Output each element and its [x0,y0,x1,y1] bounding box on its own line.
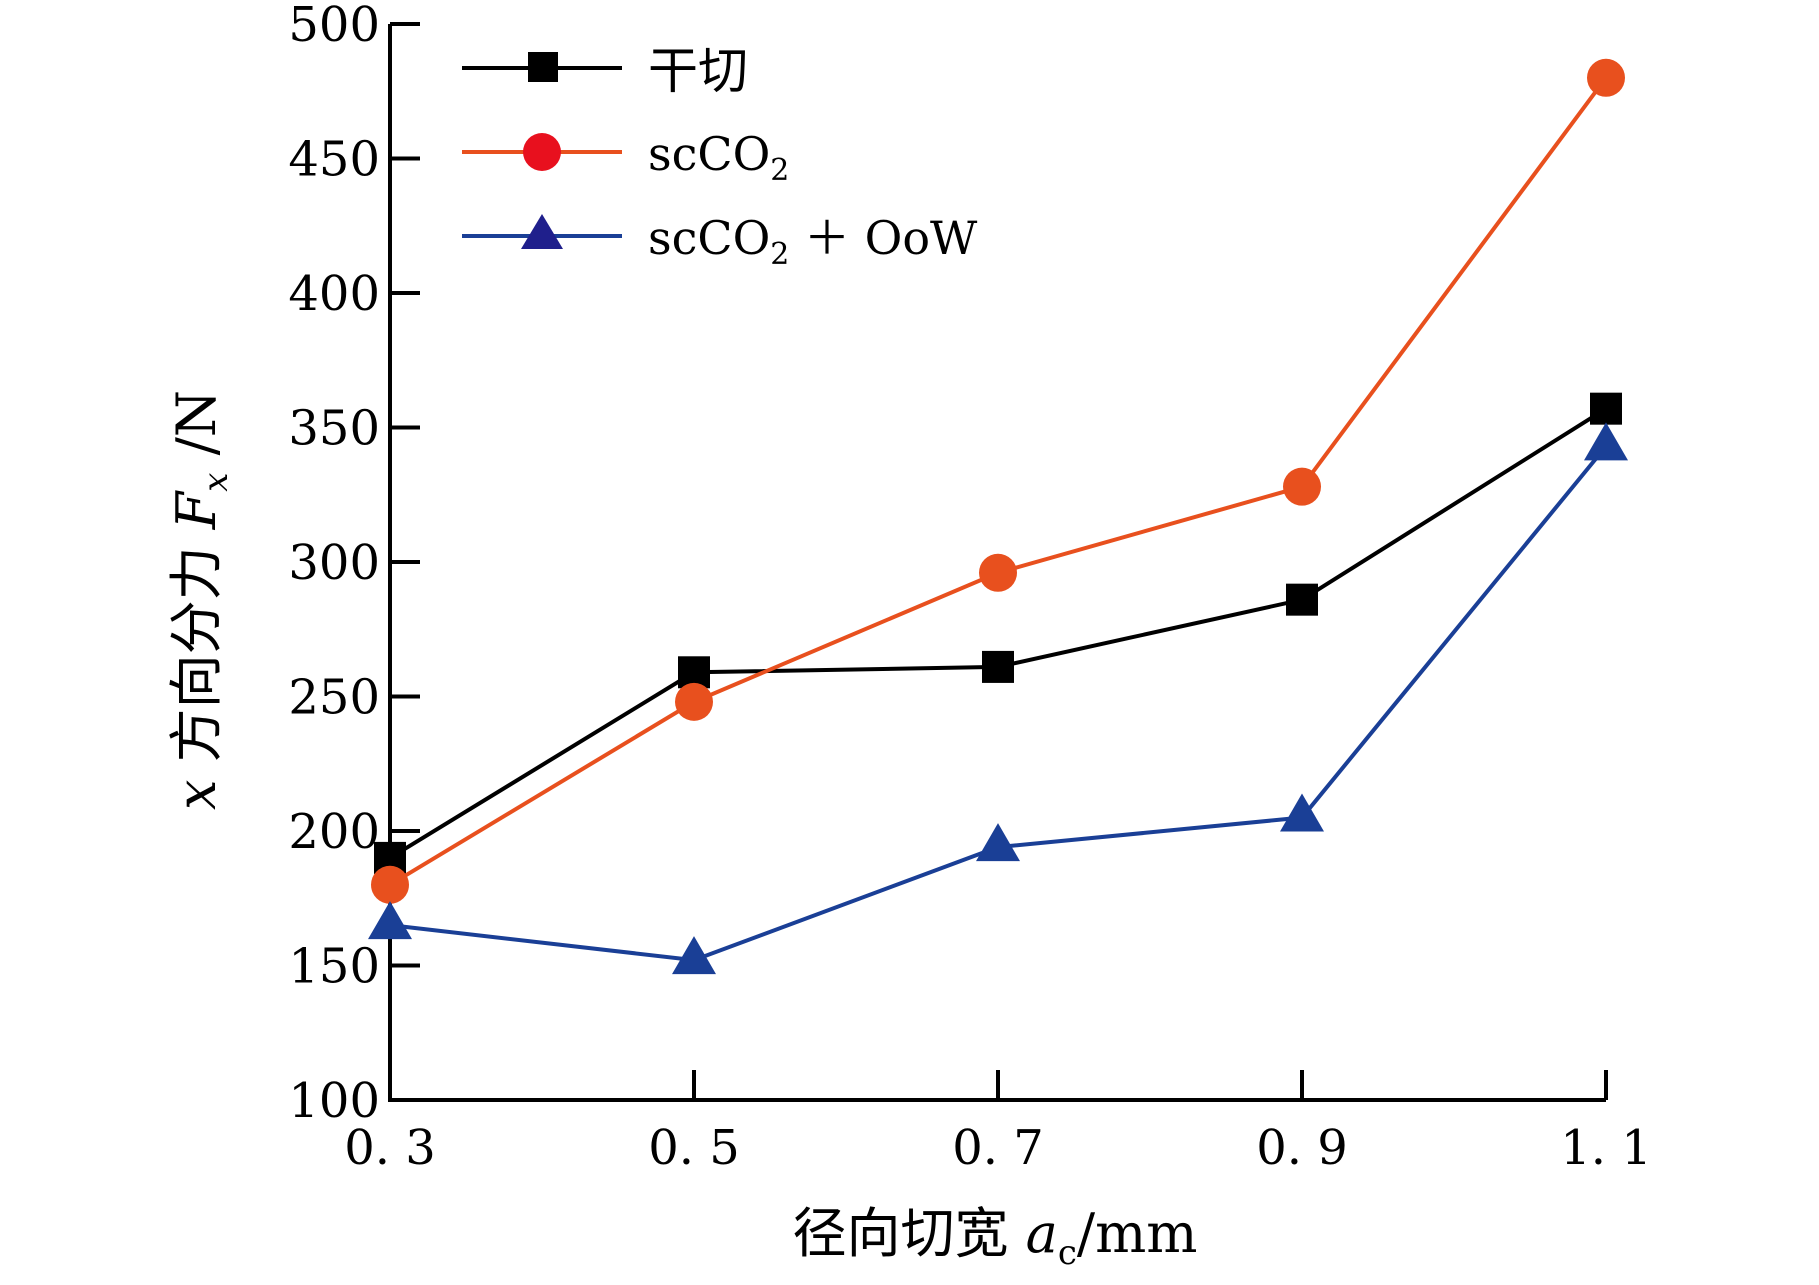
circle-marker [979,553,1017,592]
series-line [388,406,1608,860]
x-tick-label: 0. 7 [952,1120,1044,1176]
x-tick-label: 1. 1 [1560,1120,1652,1176]
y-tick-label: 500 [288,0,380,53]
circle-marker [371,865,409,904]
x-tick-label: 0. 3 [344,1120,436,1176]
circle-marker [1283,467,1321,506]
triangle-marker [1280,793,1324,832]
legend-triangle-marker [521,214,563,249]
y-tick-label: 350 [288,401,380,457]
y-tick-label: 400 [288,266,380,322]
series [368,58,1628,975]
legend-item-1: scCO2 [462,127,789,188]
y-tick-label: 250 [288,670,380,726]
series-1 [371,58,1625,904]
x-tick-label: 0. 9 [1256,1120,1348,1176]
y-tick-label: 200 [288,804,380,860]
x-ticks: 0. 3 0. 5 0. 7 0. 9 1. 1 [344,1070,1652,1176]
triangle-marker [368,901,412,940]
series-2 [368,422,1628,975]
y-axis-title: x 方向分力 Fx /N [165,390,236,810]
y-tick-label: 300 [288,535,380,591]
square-marker [1590,392,1622,425]
triangle-marker [1584,422,1628,461]
y-tick-label: 100 [288,1073,380,1129]
triangle-marker [976,823,1020,862]
y-ticks: 100 150 200 250 300 350 400 450 500 [288,0,420,1129]
x-axis-title: 径向切宽 ac/mm [792,1202,1197,1273]
legend-item-2: scCO2 ＋ OoW [462,211,978,272]
legend-item-0: 干切 [462,42,748,100]
y-tick-label: 450 [288,132,380,188]
legend-label-2: scCO2 ＋ OoW [648,211,978,272]
x-tick-label: 0. 5 [648,1120,740,1176]
y-tick-label: 150 [288,939,380,995]
square-marker [1286,583,1318,616]
square-marker [982,650,1014,683]
triangle-marker [672,936,716,975]
legend-label-0: 干切 [648,42,748,100]
legend-circle-marker [523,133,561,171]
circle-marker [675,682,713,721]
series-0 [374,392,1622,874]
circle-marker [1587,58,1625,97]
legend-label-1: scCO2 [648,127,789,188]
legend: 干切 scCO2 scCO2 ＋ OoW [462,42,978,272]
legend-square-marker [528,52,558,82]
series-line [388,76,1608,887]
